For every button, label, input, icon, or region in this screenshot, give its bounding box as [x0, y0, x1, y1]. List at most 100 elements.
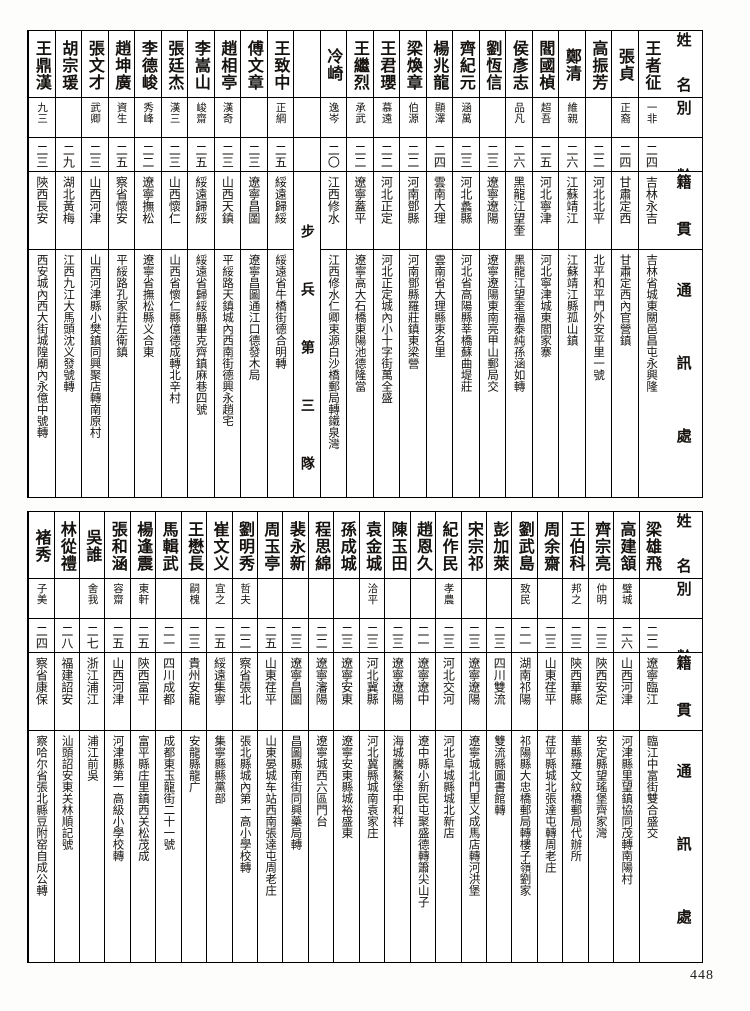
- roster-table-top: 姓 名別 號年 齡籍 貫通 訊 處王者征一非二四吉林永吉吉林省城東關邑昌屯永興隆…: [27, 30, 703, 498]
- entry-alias: 資生: [115, 102, 128, 124]
- entry-origin: 吉林永吉: [644, 176, 659, 224]
- header-label-origin: 籍 貫: [674, 655, 693, 724]
- entry-cell-origin: 四川成都: [156, 652, 181, 730]
- unit-divider-column: 步 兵 第 三 隊: [293, 31, 320, 497]
- entry-name: 崔文义: [210, 520, 230, 572]
- entry-name: 傅文章: [244, 39, 264, 91]
- entry-name: 楊兆龍: [430, 39, 450, 91]
- roster-entry: 楊逢震 東軒 二五 陝西富平 富平縣庄里鎮西关松茂成: [129, 512, 156, 962]
- entry-age: 二五: [263, 624, 278, 649]
- header-label-name: 姓 名: [674, 32, 693, 97]
- roster-entry: 王伯科 邦之 二三 陝西華縣 華縣羅文紋橋郵局代辦所: [562, 512, 588, 962]
- entry-cell-origin: 貴州安龍: [181, 652, 207, 730]
- entry-cell-origin: 察省懷安: [108, 171, 134, 249]
- entry-cell-origin: 山西懷仁: [161, 171, 187, 249]
- entry-age: 二三: [594, 624, 609, 649]
- entry-alias: 逸岑: [327, 102, 340, 124]
- entry-age: 二四: [644, 143, 659, 168]
- entry-address: 雙流縣圖書館轉: [493, 735, 508, 816]
- entry-cell-address: 遼寧高大石橋東陽池德隆當: [347, 249, 373, 497]
- entry-cell-name: 褚秀: [29, 512, 53, 578]
- entry-cell-origin: 河北正定: [373, 171, 399, 249]
- entry-cell-address: 江西修水仁卿束源白沙橋郵局轉鐵泉灣: [320, 249, 346, 497]
- entry-cell-alias: 資生: [108, 97, 134, 137]
- entry-address: 昌圖縣南街同興藥局轉: [289, 735, 304, 850]
- roster-entry: 孫成城 二三 遼寧安東 遼寧安東縣城裕盛東: [333, 512, 359, 962]
- entry-address: 張北縣城內第一高小學校轉: [238, 735, 253, 873]
- entry-cell-age: 二三: [588, 618, 614, 652]
- entry-age: 二二: [379, 143, 394, 168]
- entry-alias: 致民: [518, 583, 531, 605]
- entry-cell-name: 裴永新: [283, 512, 307, 578]
- entry-cell-address: 臨江中富街雙合盛交: [639, 730, 664, 962]
- entry-name: 高振芳: [589, 39, 609, 91]
- header-label-address: 通 訊 處: [674, 763, 693, 944]
- roster-entry: 馬輯武 二一 四川成都 成都東玉龍街二十一號: [155, 512, 181, 962]
- entry-cell-address: 遼寧城北門里义成馬店轉河洪堡: [461, 730, 486, 962]
- header-cell-age: 年 齡: [664, 618, 702, 652]
- unit-divider-blank-cell: [294, 97, 320, 137]
- entry-cell-name: 林從禮: [55, 512, 79, 578]
- entry-cell-age: 二三: [181, 618, 207, 652]
- entry-name: 齊紀元: [456, 39, 476, 91]
- entry-cell-origin: 陝西富平: [130, 652, 156, 730]
- entry-cell-alias: 九三: [29, 97, 55, 137]
- entry-cell-address: 集寧縣縣黨部: [207, 730, 232, 962]
- entry-address: 平綏路孔家莊左衛鎮: [115, 254, 130, 358]
- entry-origin: 福建詔安: [59, 657, 74, 705]
- entry-cell-age: 二一: [512, 618, 537, 652]
- roster-entry: 李嵩山 峻齋 二五 綏遠歸綏 綏遠省歸綏縣畢克齊鎮麻巷四號: [187, 31, 214, 497]
- entry-address: 安龍縣龍广: [187, 735, 202, 793]
- entry-alias: 東軒: [137, 583, 150, 605]
- entry-cell-name: 孫成城: [334, 512, 358, 578]
- roster-table-bottom: 姓 名別 號年 齡籍 貫通 訊 處梁雄飛二二遼寧臨江臨江中富街雙合盛交高建頷璧城…: [27, 511, 703, 963]
- entry-age: 二九: [61, 143, 76, 168]
- entry-cell-origin: 遼寧撫松: [135, 171, 161, 249]
- header-label-age: 年 齡: [675, 138, 693, 171]
- entry-cell-name: 王致中: [268, 31, 294, 97]
- entry-address: 甘肅定西內官營鎮: [618, 254, 633, 346]
- entry-name: 王致中: [271, 39, 291, 91]
- entry-cell-origin: 陝西長安: [29, 171, 55, 249]
- entry-cell-alias: 洽平: [359, 578, 385, 618]
- entry-cell-name: 張文才: [82, 31, 108, 97]
- entry-cell-alias: 漢三: [161, 97, 187, 137]
- roster-entry: 王君瓔 慕遠 二二 河北正定 河北正定城內小十字街萬全盛: [372, 31, 400, 497]
- entry-cell-name: 王鼎漢: [29, 31, 55, 97]
- entry-name: 劉明秀: [235, 520, 255, 572]
- entry-alias: 哲夫: [239, 583, 252, 605]
- entry-cell-age: 二六: [559, 137, 585, 171]
- roster-entry: 周玉亭 二五 山東荏平 山東晏城车站西南張達屯周老庄: [257, 512, 283, 962]
- entry-cell-name: 李德峻: [135, 31, 161, 97]
- roster-entry: 王者征 一非 二四 吉林永吉 吉林省城東關邑昌屯永興隆: [637, 31, 664, 497]
- entry-origin: 河南鄧縣: [405, 176, 420, 224]
- entry-alias: 峻齋: [195, 102, 208, 124]
- entry-cell-address: 綏遠省歸綏縣畢克齊鎮麻巷四號: [188, 249, 214, 497]
- entry-cell-address: 河北寧津城東閻家寨: [532, 249, 558, 497]
- entry-origin: 四川成都: [161, 657, 176, 705]
- entry-origin: 甘肅定西: [617, 176, 632, 224]
- entry-cell-origin: 遼寧昌圖: [283, 652, 308, 730]
- entry-address: 荏平縣城北張達屯轉周老庄: [543, 735, 558, 873]
- entry-cell-origin: 遼寧遼中: [410, 652, 436, 730]
- entry-age: 二三: [568, 624, 583, 649]
- entry-cell-name: 王君瓔: [374, 31, 400, 97]
- roster-entry: 張和涵 容齋 二五 山西河津 河津縣第一高級小學校轉: [104, 512, 130, 962]
- entry-origin: 遼寧遼陽: [485, 176, 500, 224]
- entry-alias: 孝農: [442, 583, 455, 605]
- entry-cell-origin: 遼寧蓋平: [347, 171, 373, 249]
- entry-cell-age: 二三: [334, 618, 359, 652]
- entry-address: 河北冀縣城南袁家庄: [365, 735, 380, 839]
- entry-name: 王繼烈: [350, 39, 370, 91]
- entry-cell-name: 鄭清: [559, 31, 585, 97]
- header-cell-address: 通 訊 處: [664, 249, 702, 497]
- entry-origin: 遼寧昌圖: [288, 657, 303, 705]
- entry-cell-address: 河北阜城縣城北新店: [436, 730, 461, 962]
- entry-cell-origin: 綏遠歸綏: [188, 171, 214, 249]
- entry-name: 周玉亭: [261, 520, 281, 572]
- entry-age: 二二: [314, 624, 329, 649]
- entry-cell-origin: 河北冀縣: [359, 652, 385, 730]
- entry-age: 二三: [220, 143, 235, 168]
- entry-address: 成都東玉龍街二十一號: [162, 735, 177, 850]
- entry-name: 紀作民: [439, 520, 459, 572]
